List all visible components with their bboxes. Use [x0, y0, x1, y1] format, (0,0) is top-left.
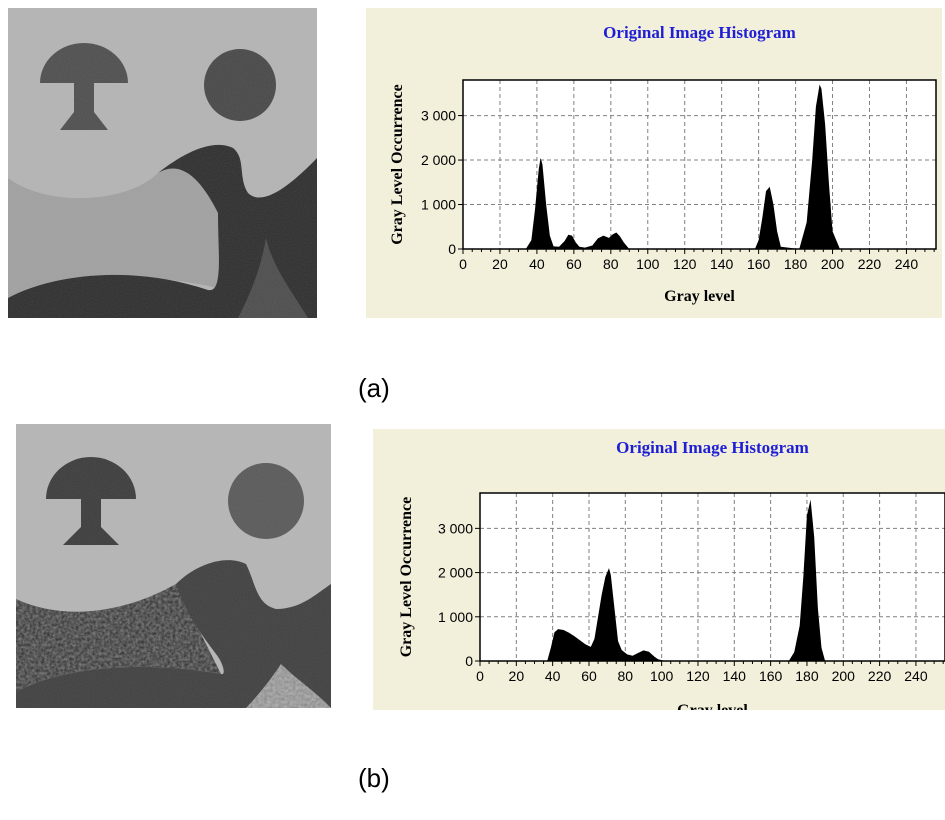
x-tick-label: 40	[529, 256, 545, 272]
y-tick-label: 3 000	[438, 520, 473, 536]
x-tick-label: 200	[832, 668, 856, 684]
x-tick-label: 180	[784, 256, 808, 272]
histogram-panel-a: 0 20 40 60 80 100 120 140 160 180 200 220 240 0 1 000 2…	[366, 8, 942, 318]
x-tick-label: 20	[492, 256, 508, 272]
x-axis-label: Gray level	[677, 702, 748, 710]
x-tick-label: 60	[566, 256, 582, 272]
x-tick-label: 80	[618, 668, 634, 684]
x-tick-label: 180	[795, 668, 819, 684]
x-tick-label: 0	[459, 256, 467, 272]
y-tick-label: 0	[448, 241, 456, 257]
histogram-area	[463, 84, 936, 250]
caption-a: (a)	[358, 373, 390, 403]
x-tick-label: 220	[858, 256, 882, 272]
caption-b: (b)	[358, 763, 390, 793]
histogram-chart-a: 0 20 40 60 80 100 120 140 160 180 200 220 240 0 1 000 2…	[389, 23, 937, 305]
y-tick-label: 2 000	[438, 565, 473, 581]
x-tick-label: 240	[904, 668, 928, 684]
chart-title: Original Image Histogram	[616, 438, 809, 457]
x-tick-label: 0	[476, 668, 484, 684]
x-tick-label: 220	[868, 668, 892, 684]
y-tick-label: 2 000	[421, 152, 456, 168]
x-tick-label: 20	[509, 668, 525, 684]
plot-area	[480, 493, 945, 661]
x-tick-label: 100	[636, 256, 660, 272]
y-tick-label: 1 000	[421, 197, 456, 213]
synthetic-image-a	[8, 8, 317, 318]
x-tick-label: 100	[650, 668, 674, 684]
x-tick-label: 120	[686, 668, 710, 684]
x-tick-label: 80	[603, 256, 619, 272]
plot-frame	[462, 79, 937, 250]
x-tick-label: 140	[723, 668, 747, 684]
x-axis-label: Gray level	[664, 288, 735, 305]
x-tick-label: 60	[581, 668, 597, 684]
y-axis-label: Gray Level Occurrence	[389, 84, 406, 245]
y-tick-label: 1 000	[438, 609, 473, 625]
x-tick-label: 200	[821, 256, 845, 272]
x-tick-label: 240	[895, 256, 919, 272]
x-tick-label: 40	[545, 668, 561, 684]
y-tick-label: 0	[465, 653, 473, 669]
chart-title: Original Image Histogram	[603, 23, 796, 42]
synthetic-image-b	[16, 424, 331, 708]
x-tick-label: 120	[673, 256, 697, 272]
plot-frame	[479, 492, 945, 662]
x-tick-label: 160	[759, 668, 783, 684]
y-axis-label: Gray Level Occurrence	[398, 497, 415, 658]
histogram-panel-b: 0 20 40 60 80 100 120 140 160 180 200 220 240 0 1 000 2…	[373, 429, 945, 710]
x-tick-label: 140	[710, 256, 734, 272]
histogram-chart-b: 0 20 40 60 80 100 120 140 160 180 200 220 240 0 1 000 2…	[398, 438, 945, 710]
y-tick-label: 3 000	[421, 108, 456, 124]
x-tick-label: 160	[747, 256, 771, 272]
